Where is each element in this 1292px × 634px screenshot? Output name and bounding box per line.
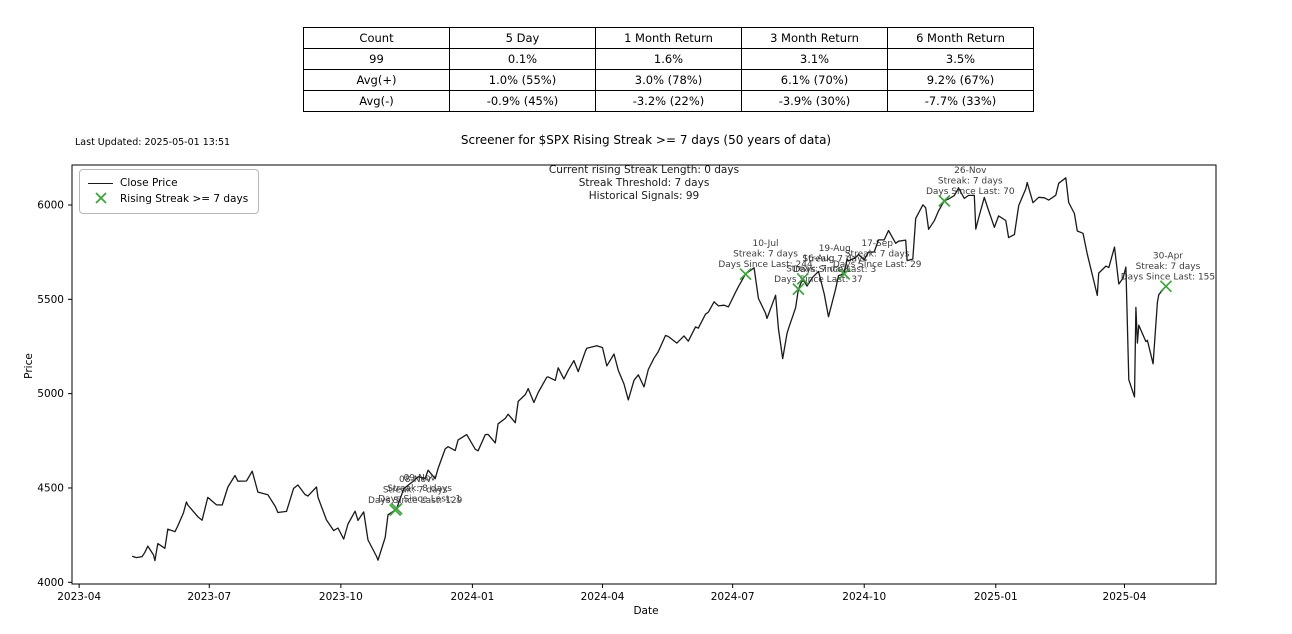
signal-annotation-line: Streak: 7 days	[802, 254, 867, 264]
rising-streak-marker	[1159, 280, 1173, 293]
returns-summary-table: Count 5 Day 1 Month Return 3 Month Return 6 …	[303, 27, 1034, 112]
table-row: 99 0.1% 1.6% 3.1% 3.5%	[303, 48, 1034, 70]
signal-annotation-line: Streak: 7 days	[938, 176, 1003, 186]
table-cell: Avg(-)	[303, 90, 450, 112]
table-cell: 6.1% (70%)	[741, 69, 888, 91]
info-current-streak: Current rising Streak Length: 0 days	[548, 164, 740, 176]
line-swatch-icon	[88, 182, 113, 184]
signal-annotation-line: 30-Apr	[1153, 251, 1183, 261]
signal-annotation-line: Streak: 7 days	[733, 250, 798, 260]
signal-annotation-line: 26-Nov	[954, 166, 987, 176]
x-tick-label: 2024-07	[711, 591, 755, 603]
signal-annotation-line: 09-Nov	[403, 474, 436, 484]
info-streak-threshold: Streak Threshold: 7 days	[578, 177, 710, 189]
signal-annotation-line: Days Since Last: 244	[718, 260, 813, 270]
table-cell: 3.0% (78%)	[595, 69, 742, 91]
table-cell: -7.7% (33%)	[887, 90, 1034, 112]
signal-annotation-line: 16-Aug	[802, 254, 834, 264]
y-tick-label: 4500	[37, 482, 64, 494]
table-cell: Avg(+)	[303, 69, 450, 91]
legend-label: Rising Streak >= 7 days	[120, 193, 249, 205]
signal-annotation-line: Streak: 7 days	[383, 486, 448, 496]
signal-annotation-line: Days Since Last: 129	[368, 496, 463, 506]
rising-streak-marker	[838, 267, 851, 280]
info-historical-signals: Historical Signals: 99	[588, 190, 700, 202]
y-tick-label: 6000	[37, 199, 64, 211]
table-cell: 3.5%	[887, 48, 1034, 70]
signal-annotation-line: Streak: 7 days	[1136, 262, 1201, 272]
x-marker-icon	[88, 191, 113, 207]
legend-label: Close Price	[120, 177, 178, 189]
rising-streak-marker	[938, 194, 951, 207]
x-tick-label: 2023-07	[187, 591, 231, 603]
table-header-row: Count 5 Day 1 Month Return 3 Month Return 6 …	[303, 27, 1034, 49]
signal-annotation-line: Days Since Last: 3	[793, 265, 876, 275]
rising-streak-marker	[739, 267, 752, 281]
close-price-line	[131, 177, 1167, 562]
x-tick-label: 2025-04	[1103, 591, 1147, 603]
signal-annotation-line: Streak: 7 days	[845, 249, 910, 259]
x-tick-label: 2024-01	[450, 591, 494, 603]
table-cell: -3.9% (30%)	[741, 90, 888, 112]
signal-annotation-line: 19-Aug	[819, 244, 851, 254]
table-row: Avg(+) 1.0% (55%) 3.0% (78%) 6.1% (70%) 9.2%…	[303, 69, 1034, 91]
x-tick-label: 2023-04	[57, 591, 101, 603]
table-cell: 9.2% (67%)	[887, 69, 1034, 91]
x-tick-label: 2024-04	[581, 591, 625, 603]
signal-annotation-line: Streak: 7 days	[786, 265, 851, 275]
signal-annotation-line: Days Since Last: 29	[833, 260, 922, 270]
rising-streak-marker	[792, 283, 805, 296]
plot-border	[71, 164, 1217, 585]
table-cell: 5 Day	[449, 27, 596, 49]
y-tick-label: 4000	[37, 577, 64, 589]
legend-item-close-price: Close Price	[88, 175, 248, 191]
signal-annotation-line: 10-Jul	[752, 239, 778, 249]
signal-annotation-line: Days Since Last: 70	[926, 187, 1015, 197]
table-cell: -3.2% (22%)	[595, 90, 742, 112]
x-tick-label: 2025-01	[974, 591, 1018, 603]
chart-title: Screener for $SPX Rising Streak >= 7 day…	[460, 133, 832, 147]
signal-annotation-line: Days Since Last: 155	[1121, 272, 1215, 282]
last-updated-text: Last Updated: 2025-05-01 13:51	[75, 137, 231, 148]
signal-annotation-line: Days Since Last: 1	[378, 495, 461, 505]
y-tick-label: 5500	[37, 294, 64, 306]
signal-annotation-line: Streak: 8 days	[387, 484, 452, 494]
legend-item-rising-streak: Rising Streak >= 7 days	[88, 191, 248, 207]
legend: Close Price Rising Streak >= 7 days	[79, 169, 260, 214]
table-cell: -0.9% (45%)	[449, 90, 596, 112]
streak-info-block: Current rising Streak Length: 0 days Str…	[394, 164, 894, 203]
signal-annotation-line: Days Since Last: 37	[774, 275, 863, 285]
x-tick-label: 2023-10	[319, 591, 363, 603]
x-axis-label: Date	[633, 605, 659, 617]
y-tick-label: 5000	[37, 388, 64, 400]
table-cell: 6 Month Return	[887, 27, 1034, 49]
rising-streak-marker	[390, 502, 403, 515]
rising-streak-marker	[796, 272, 809, 286]
x-tick-label: 2024-10	[842, 591, 886, 603]
table-row: Avg(-) -0.9% (45%) -3.2% (22%) -3.9% (30%) -…	[303, 90, 1034, 112]
